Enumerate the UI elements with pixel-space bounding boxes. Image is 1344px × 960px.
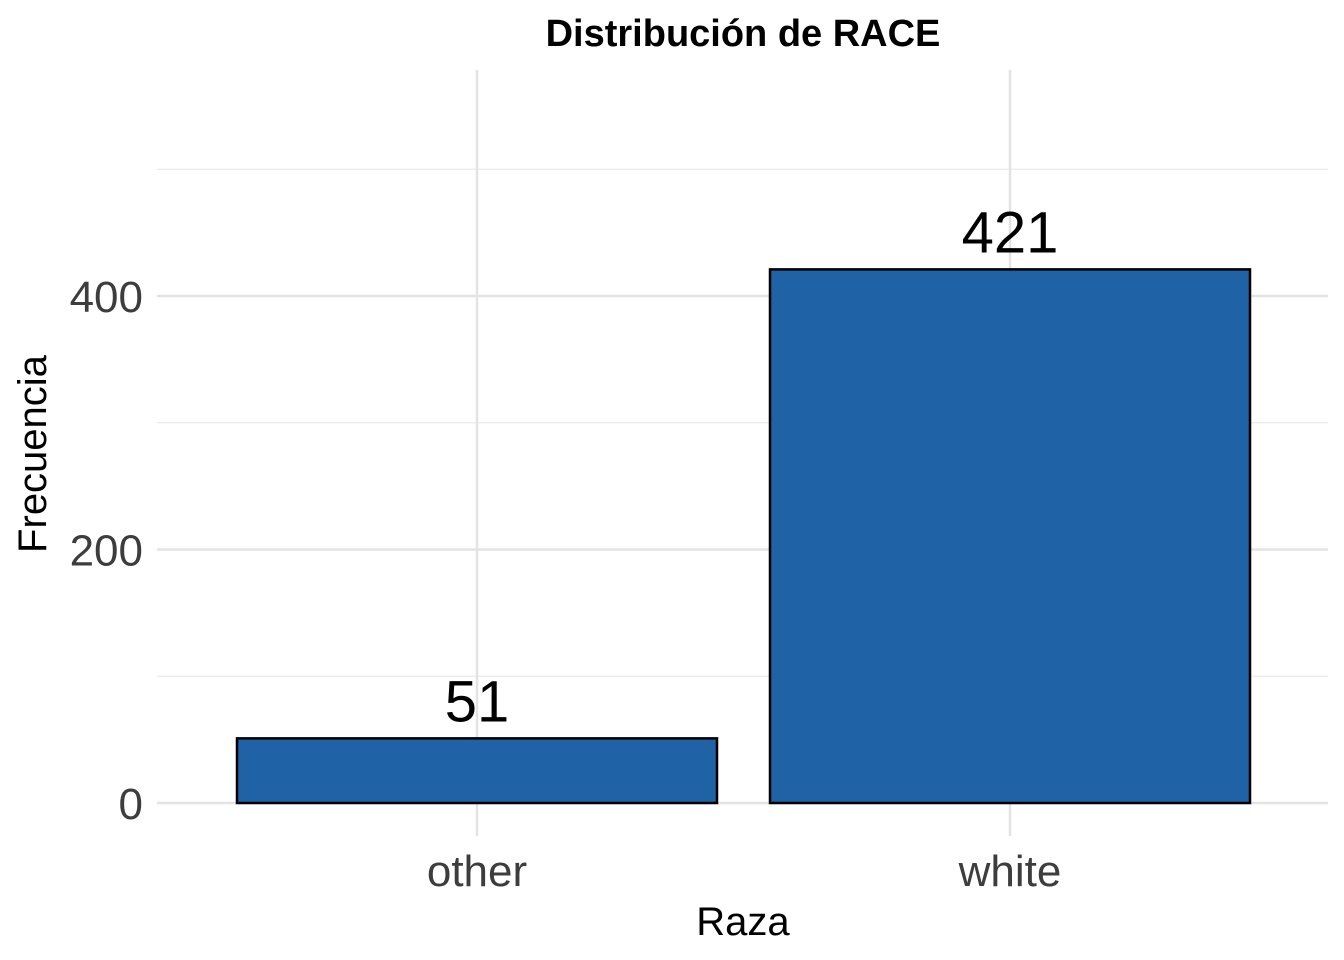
x-tick-label: white <box>958 847 1062 896</box>
bar-white <box>768 268 1252 805</box>
y-tick-label: 400 <box>70 273 143 322</box>
y-tick-label: 200 <box>70 527 143 576</box>
bars <box>235 268 1252 805</box>
data-label-other: 51 <box>445 669 510 734</box>
x-axis-ticks: other white <box>427 847 1062 896</box>
bar-other <box>235 737 719 805</box>
y-tick-label: 0 <box>119 780 143 829</box>
x-axis-title: Raza <box>696 900 790 944</box>
y-axis-title: Frecuencia <box>11 354 55 553</box>
y-axis-ticks: 0 200 400 <box>70 273 143 829</box>
chart-title: Distribución de RACE <box>546 13 941 55</box>
data-labels: 51 421 <box>445 200 1059 734</box>
x-tick-label: other <box>427 847 527 896</box>
data-label-white: 421 <box>962 200 1059 265</box>
